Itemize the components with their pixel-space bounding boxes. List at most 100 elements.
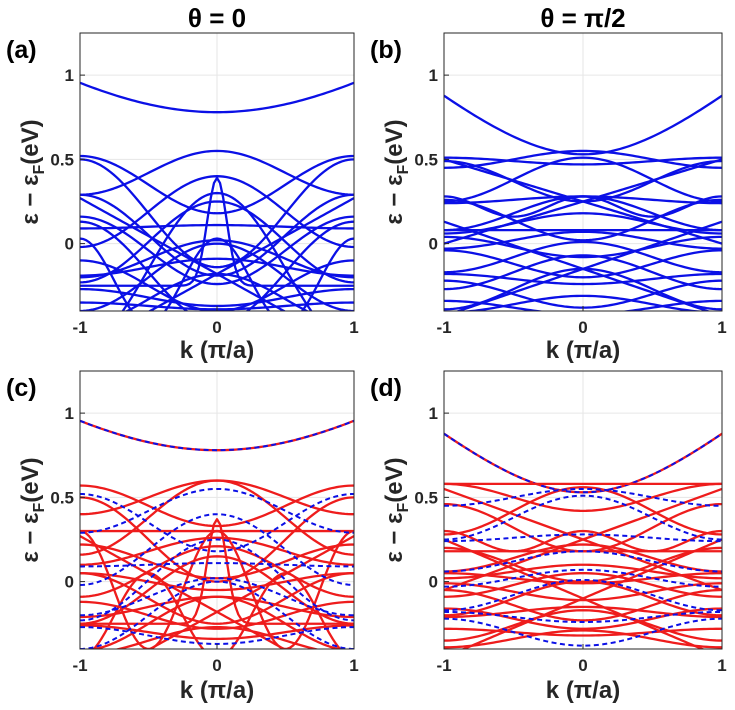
panel-b-series-b20: [444, 299, 722, 311]
panel-a-ylabel: ε − εF(eV): [17, 119, 48, 224]
panel-d-series-r19: [444, 629, 722, 649]
panel-b-ytick-label-2: 1: [429, 66, 438, 85]
panel-d-series-d7: [444, 610, 722, 624]
panel-d: -1 0 1 0 0.5 1 (d) k (π/a) ε − εF(eV): [370, 370, 727, 704]
panel-b-xlabel: k (π/a): [546, 337, 620, 364]
panel-d-series-d8: [444, 617, 722, 647]
panel-b-xtick-label-0: -1: [436, 318, 451, 337]
panel-c-xtick-label-2: 1: [349, 656, 358, 675]
panel-c-series-r17: [80, 529, 354, 649]
panel-d-series-d2: [444, 494, 722, 541]
panel-a-series-b15: [80, 220, 354, 311]
panel-b-ylabel-main: ε − ε: [381, 174, 408, 224]
panel-d-series-r21: [444, 487, 722, 592]
panel-a-xtick-label-0: -1: [72, 318, 87, 337]
panel-d-series-r10: [444, 572, 722, 585]
panel-d-curves: [444, 432, 722, 649]
panel-a-curves: [80, 81, 354, 311]
panel-a-series-b19: [80, 237, 354, 311]
panel-c-series-r11: [80, 572, 354, 625]
panel-a-series-b13: [80, 287, 354, 308]
panel-c-xlabel: k (π/a): [180, 677, 254, 704]
panel-d-series-r2: [444, 482, 722, 512]
panel-a-ylabel-sub: F: [31, 164, 48, 174]
panel-d-ylabel-unit: (eV): [381, 457, 408, 502]
panel-a-series-b3: [80, 175, 354, 249]
panel-d-xlabel: k (π/a): [546, 677, 620, 704]
panel-d-ylabel: ε − εF(eV): [381, 457, 412, 562]
panel-d-ylabel-sub: F: [395, 502, 412, 512]
panel-b-series-b8: [444, 198, 722, 242]
panel-c-xtick-label-0: -1: [72, 656, 87, 675]
panel-a-series-b10: [80, 257, 354, 277]
panel-d-series-d6: [444, 578, 722, 612]
panel-d-xtick-label-0: -1: [436, 656, 451, 675]
panel-d-xtick-label-1: 0: [578, 656, 587, 675]
column-title-theta-0: θ = 0: [188, 3, 246, 33]
panel-c-curves: [80, 419, 354, 649]
panel-c-ytick-label-0: 0: [65, 573, 74, 592]
panel-c-series-r6: [80, 536, 354, 566]
panel-d-ytick-label-2: 1: [429, 404, 438, 423]
panel-c-series-r16: [113, 625, 321, 649]
panel-b-ticks: -1 0 1 0 0.5 1: [414, 66, 726, 337]
panel-c-series-d7: [80, 580, 354, 649]
panel-d-series-conduction-blue: [444, 432, 722, 494]
panel-c-label: (c): [6, 374, 37, 402]
panel-d-series-r11: [444, 572, 722, 598]
panel-b-series-b16: [444, 272, 722, 286]
panel-d-ytick-label-0: 0: [429, 573, 438, 592]
panel-b-curves: [444, 94, 722, 311]
panel-d-series-d4: [444, 550, 722, 573]
panel-a-series-b6: [80, 193, 354, 277]
panel-c-series-conduction-blue: [80, 419, 354, 452]
panel-b-series-b7: [444, 195, 722, 232]
panel-c-xtick-label-1: 0: [212, 656, 221, 675]
panel-b-ylabel: ε − εF(eV): [381, 119, 412, 224]
panel-b-label: (b): [370, 36, 402, 64]
panel-a-series-b5: [80, 223, 354, 230]
panel-a-series-b21: [147, 197, 354, 311]
panel-a-series-b17: [121, 191, 313, 311]
column-title-theta-pi-2: θ = π/2: [540, 3, 625, 33]
panel-a-series-b18: [80, 176, 354, 287]
panel-b-series-b12: [444, 235, 722, 259]
panel-d-series-d3: [444, 533, 722, 543]
panel-c-series-d4: [80, 562, 354, 568]
panel-c-series-r2: [80, 484, 354, 528]
panel-d-series-r12: [444, 582, 722, 602]
panel-a: -1 0 1 0 0.5 1 (a) k (π/a) ε − εF(eV): [6, 32, 359, 364]
panel-a-ylabel-unit: (eV): [17, 119, 44, 164]
panel-a-ytick-label-0: 0: [65, 235, 74, 254]
panel-c-ytick-label-2: 1: [65, 404, 74, 423]
panel-a-series-b9: [80, 239, 354, 279]
panel-b-ylabel-sub: F: [395, 164, 412, 174]
panel-c-series-d6: [80, 577, 354, 617]
panel-c-series-r21: [80, 535, 287, 649]
panel-a-series-b8: [80, 215, 354, 286]
panel-d-ytick-label-1: 0.5: [414, 488, 438, 507]
panel-b-series-b11: [444, 230, 722, 250]
panel-a-ytick-label-1: 0.5: [50, 150, 74, 169]
panel-c-ticks: -1 0 1 0 0.5 1: [50, 404, 358, 675]
panel-a-ylabel-main: ε − ε: [17, 174, 44, 224]
panel-d-series-r5: [444, 529, 722, 553]
panel-c-series-r18: [92, 572, 342, 649]
panel-b-xtick-label-2: 1: [717, 318, 726, 337]
panel-c-series-r19: [80, 518, 354, 625]
panel-b-series-b19: [459, 294, 707, 311]
panel-b-series-b15: [444, 254, 722, 291]
panel-b-series-b22: [444, 158, 722, 245]
panel-b-series-b1: [444, 149, 722, 169]
panel-d-ylabel-main: ε − ε: [381, 512, 408, 562]
panel-c-ylabel-sub: F: [31, 502, 48, 512]
panel-d-xtick-label-2: 1: [717, 656, 726, 675]
panel-a-xtick-label-2: 1: [349, 318, 358, 337]
panel-a-xtick-label-1: 0: [212, 318, 221, 337]
panel-d-series-d5: [444, 568, 722, 588]
panel-d-series-r18: [444, 627, 722, 637]
panel-a-ytick-label-2: 1: [65, 66, 74, 85]
panel-c-series-r3: [80, 479, 354, 556]
panel-d-series-r3: [444, 486, 722, 536]
